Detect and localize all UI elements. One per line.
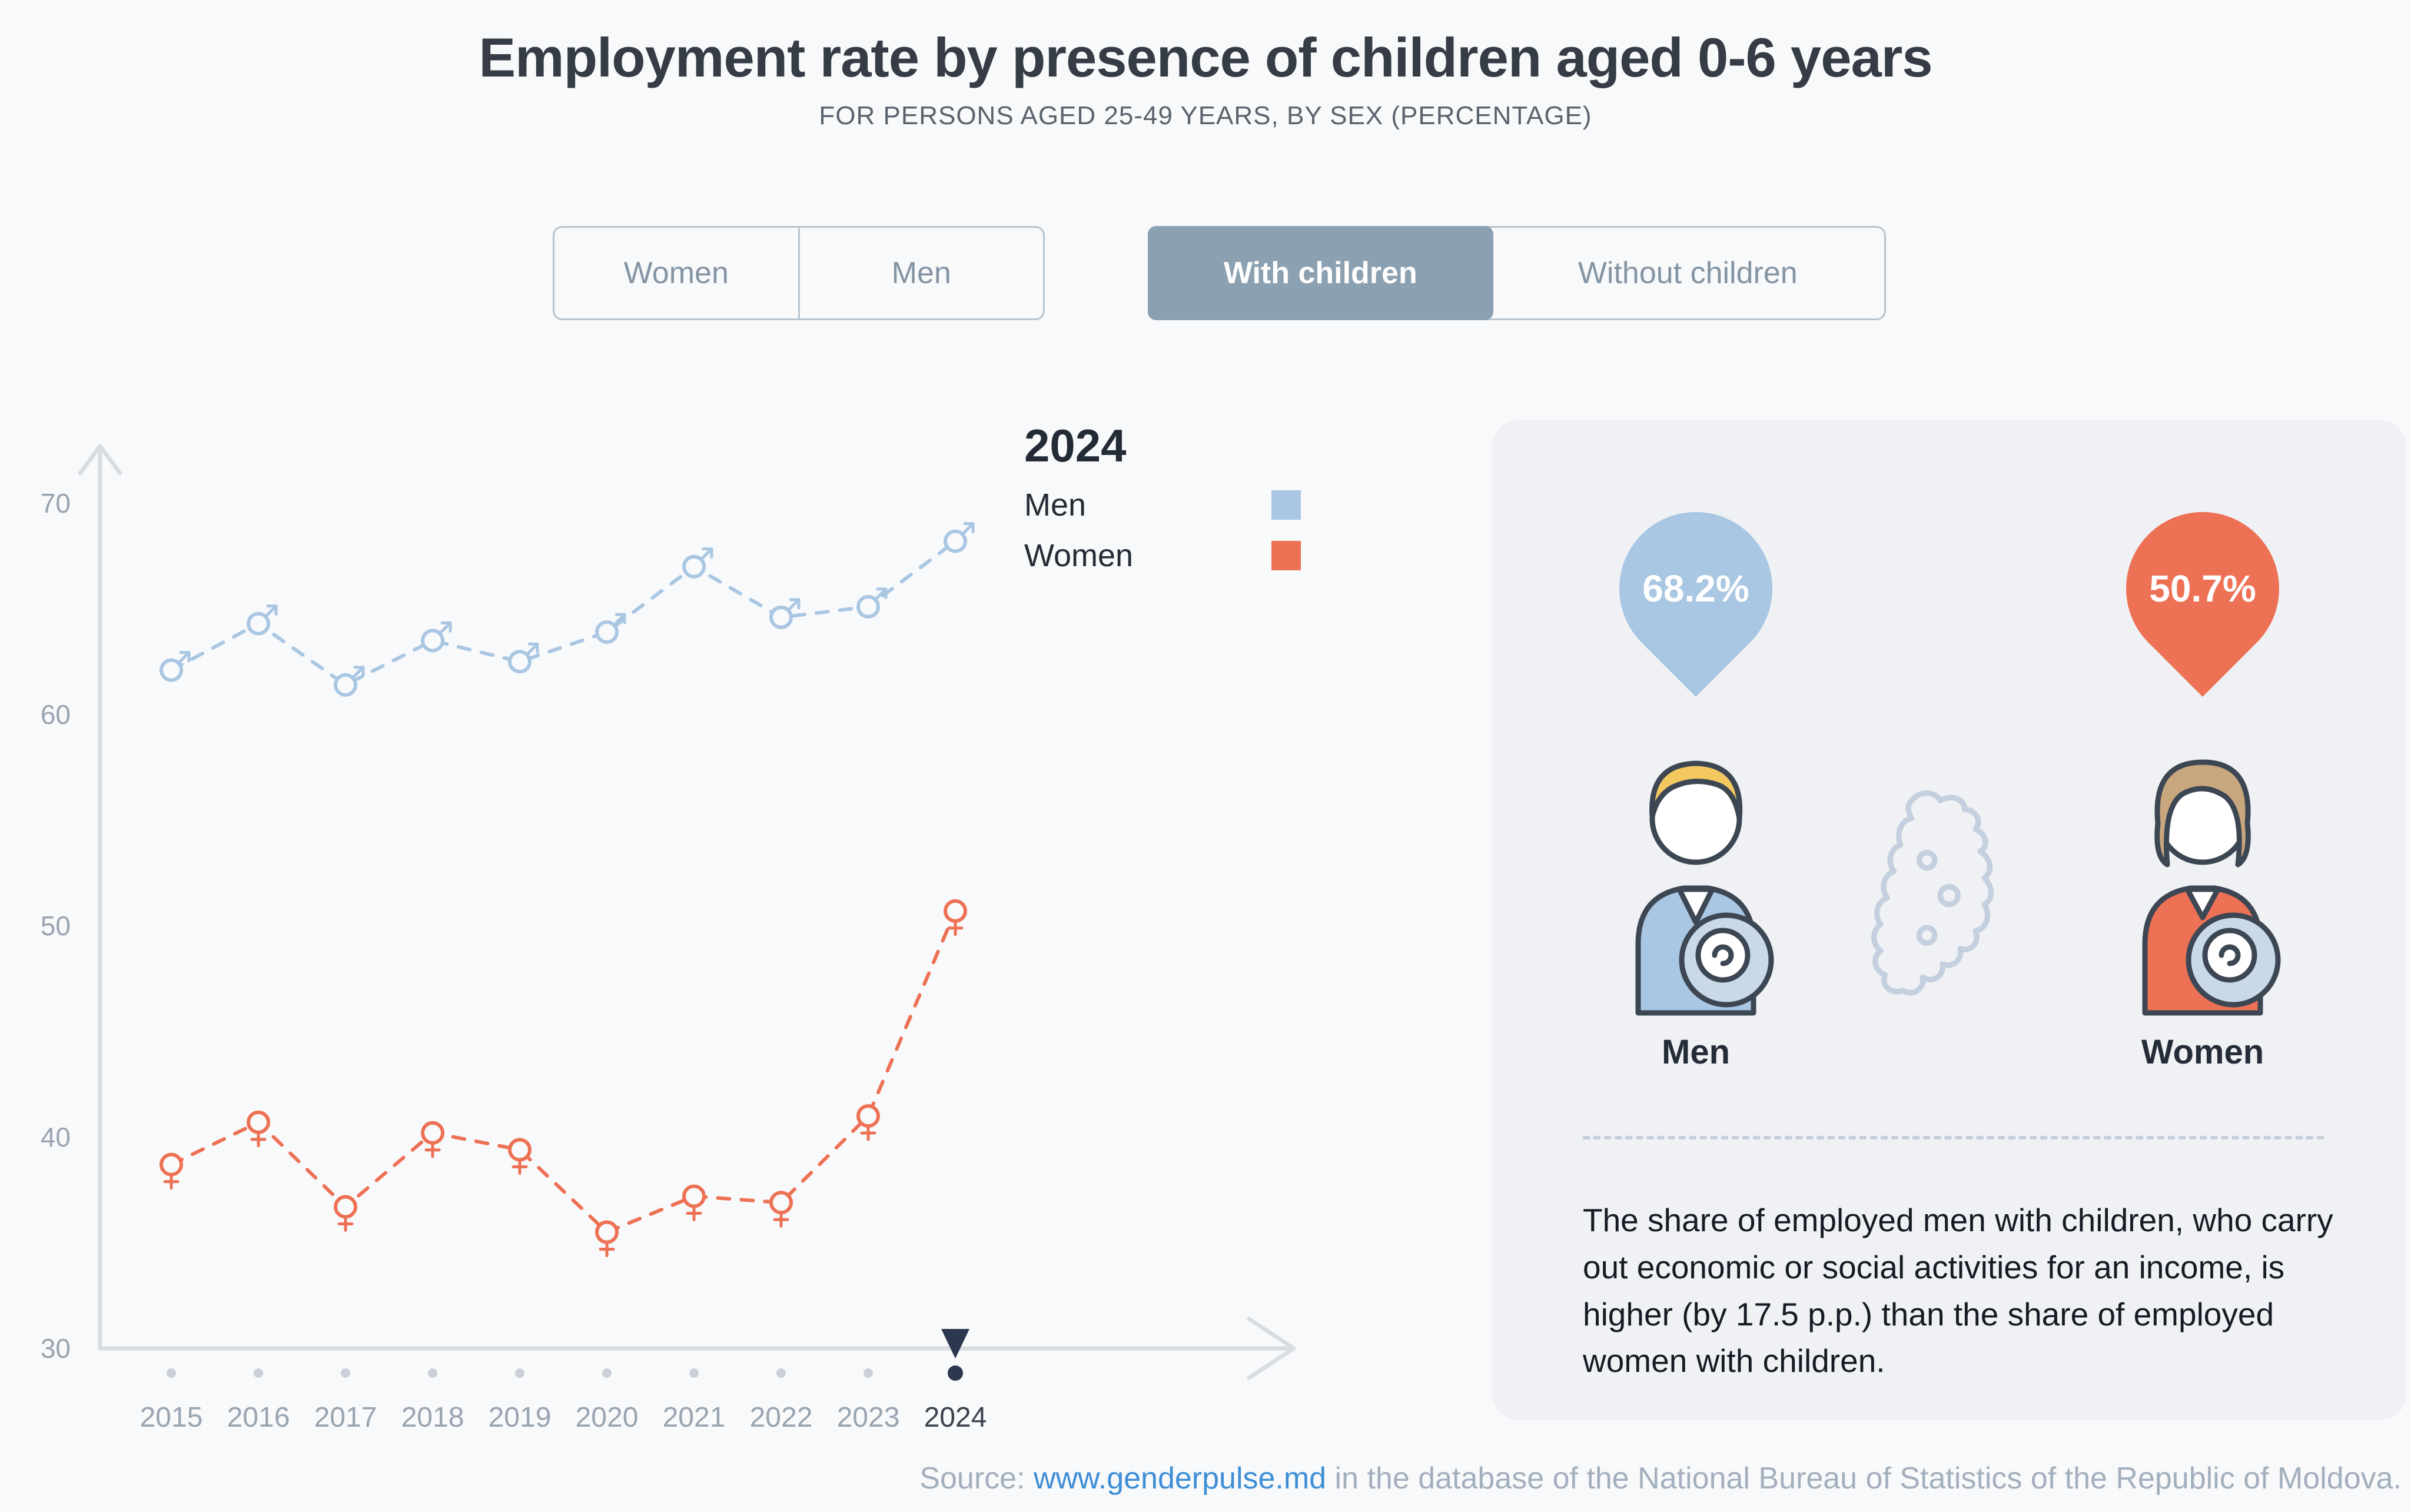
y-tick-label: 60 bbox=[41, 699, 71, 730]
y-tick-label: 30 bbox=[41, 1333, 71, 1364]
x-tick-label[interactable]: 2021 bbox=[663, 1402, 726, 1433]
y-tick-label: 50 bbox=[41, 910, 71, 941]
page-title: Employment rate by presence of children … bbox=[479, 26, 1932, 88]
woman-with-child-illustration bbox=[2142, 759, 2281, 1016]
x-tick-label[interactable]: 2020 bbox=[576, 1402, 639, 1433]
year-dot[interactable] bbox=[254, 1368, 263, 1378]
source-prefix: Source: bbox=[919, 1461, 1034, 1496]
page-subtitle: FOR PERSONS AGED 25-49 YEARS, BY SEX (PE… bbox=[819, 101, 1592, 130]
year-dot[interactable] bbox=[167, 1368, 176, 1378]
male-marker bbox=[856, 594, 880, 619]
men-rate-pin: 68.2% bbox=[1588, 480, 1804, 697]
summary-description: The share of employed men with children,… bbox=[1583, 1202, 2333, 1380]
y-tick-label: 70 bbox=[41, 488, 71, 519]
year-dot[interactable] bbox=[602, 1368, 612, 1378]
year-cursor[interactable] bbox=[941, 1329, 969, 1358]
x-tick-label[interactable]: 2017 bbox=[314, 1402, 377, 1433]
x-tick-label[interactable]: 2024 bbox=[924, 1402, 987, 1433]
legend-women-label: Women bbox=[1024, 538, 1134, 573]
female-marker bbox=[421, 1121, 444, 1145]
legend-item-men: Men bbox=[1024, 487, 1301, 523]
female-marker bbox=[334, 1195, 357, 1219]
female-marker bbox=[247, 1110, 270, 1134]
men-figure-label: Men bbox=[1662, 1033, 1730, 1071]
year-dot[interactable] bbox=[515, 1368, 524, 1378]
year-dot[interactable] bbox=[428, 1368, 437, 1378]
male-marker bbox=[682, 554, 706, 579]
female-marker bbox=[160, 1152, 183, 1177]
y-tick-label: 40 bbox=[41, 1122, 71, 1152]
chart-legend: 2024 Men Women bbox=[1024, 419, 1301, 574]
male-marker bbox=[595, 620, 619, 644]
x-axis-arrow bbox=[1247, 1317, 1296, 1380]
year-dot[interactable] bbox=[341, 1368, 350, 1378]
children-toggle: With children Without children bbox=[1148, 226, 1886, 320]
women-rate-pin: 50.7% bbox=[2094, 480, 2311, 697]
source-line: Source: www.genderpulse.md in the databa… bbox=[919, 1461, 2402, 1496]
men-rate-value: 68.2% bbox=[1642, 567, 1749, 610]
legend-women-color-chip bbox=[1271, 541, 1301, 570]
sex-toggle: Women Men bbox=[553, 226, 1045, 320]
male-marker bbox=[160, 658, 183, 682]
male-marker bbox=[508, 650, 532, 674]
source-suffix: in the database of the National Bureau o… bbox=[1326, 1461, 2402, 1496]
legend-men-color-chip bbox=[1271, 490, 1301, 520]
x-tick-label[interactable]: 2019 bbox=[489, 1402, 552, 1433]
toggle-with-children-button[interactable]: With children bbox=[1148, 226, 1493, 320]
male-marker bbox=[247, 612, 270, 636]
year-dot[interactable] bbox=[776, 1368, 786, 1378]
female-marker bbox=[944, 899, 967, 923]
male-marker bbox=[769, 605, 793, 629]
year-dot[interactable] bbox=[948, 1365, 963, 1381]
x-tick-label[interactable]: 2016 bbox=[227, 1402, 290, 1433]
female-marker bbox=[682, 1184, 706, 1208]
legend-item-women: Women bbox=[1024, 537, 1301, 574]
women-figure-label: Women bbox=[2141, 1033, 2264, 1071]
legend-year: 2024 bbox=[1024, 420, 1127, 471]
toggle-without-children-button[interactable]: Without children bbox=[1492, 228, 1884, 318]
women-rate-value: 50.7% bbox=[2149, 567, 2256, 610]
female-marker bbox=[769, 1191, 793, 1215]
man-with-child-illustration bbox=[1635, 760, 1774, 1016]
moldova-map-icon bbox=[1871, 790, 1994, 996]
x-tick-label[interactable]: 2022 bbox=[750, 1402, 813, 1433]
y-axis-arrow bbox=[78, 444, 122, 476]
year-dot[interactable] bbox=[864, 1368, 873, 1378]
female-marker bbox=[856, 1104, 880, 1128]
summary-card: 68.2% 50.7% Men bbox=[1492, 420, 2406, 1420]
x-tick-label[interactable]: 2018 bbox=[401, 1402, 464, 1433]
legend-men-label: Men bbox=[1024, 487, 1087, 523]
male-marker bbox=[944, 529, 967, 553]
x-tick-label[interactable]: 2023 bbox=[837, 1402, 900, 1433]
source-link[interactable]: www.genderpulse.md bbox=[1033, 1461, 1327, 1496]
year-dot[interactable] bbox=[689, 1368, 699, 1378]
female-marker bbox=[595, 1220, 619, 1244]
dashed-divider bbox=[1583, 1136, 2324, 1139]
toggle-women-button[interactable]: Women bbox=[554, 228, 798, 318]
men-series-line bbox=[170, 539, 957, 687]
x-tick-label[interactable]: 2015 bbox=[140, 1402, 203, 1433]
female-marker bbox=[508, 1138, 532, 1162]
women-series-line bbox=[170, 909, 957, 1234]
toggle-men-button[interactable]: Men bbox=[798, 228, 1044, 318]
male-marker bbox=[421, 629, 444, 653]
male-marker bbox=[334, 673, 357, 697]
